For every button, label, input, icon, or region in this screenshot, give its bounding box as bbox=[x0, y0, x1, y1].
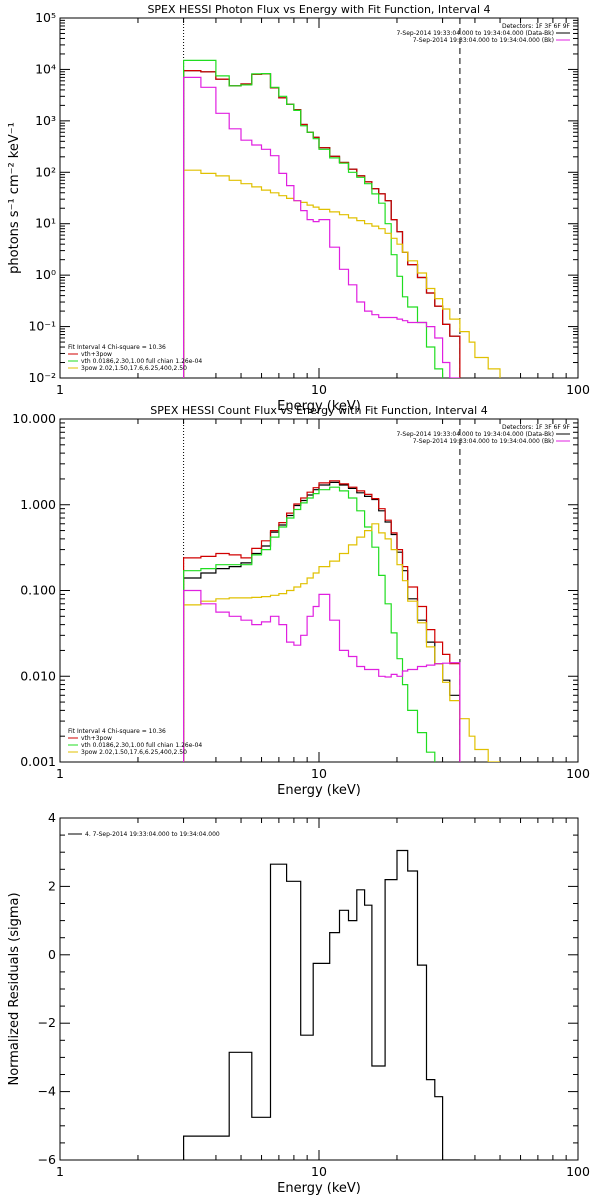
y-tick-label: 0 bbox=[48, 947, 56, 962]
y-tick-label: 10² bbox=[35, 164, 56, 179]
legend-entry: 7-Sep-2014 19:33:04.000 to 19:34:04.000 … bbox=[413, 37, 554, 44]
x-tick-label: 1 bbox=[56, 382, 64, 397]
data-series bbox=[183, 59, 501, 378]
legend-entry: vth 0.0186,2.30,1.00 full chian 1.26e-04 bbox=[81, 742, 202, 749]
series-2-histogram bbox=[183, 480, 461, 762]
x-ticks: 1 10 100 bbox=[56, 818, 590, 1179]
legend-top: Detectors: 1F 3F 6F 9F7-Sep-2014 19:33:0… bbox=[396, 23, 570, 44]
x-tick-label: 10 bbox=[311, 766, 327, 781]
y-tick-label: 1.000 bbox=[20, 497, 56, 512]
y-axis-label: Normalized Residuals (sigma) bbox=[7, 892, 22, 1085]
legend-header: Fit Interval 4 Chi-square = 10.36 bbox=[68, 728, 166, 735]
y-tick-label: 4 bbox=[48, 810, 56, 825]
series-5-histogram bbox=[183, 76, 460, 378]
series-4-histogram bbox=[183, 169, 501, 378]
legend-header: Fit Interval 4 Chi-square = 10.36 bbox=[68, 344, 166, 351]
y-tick-label: −2 bbox=[38, 1015, 56, 1030]
x-tick-label: 100 bbox=[566, 1164, 590, 1179]
y-tick-label: −6 bbox=[38, 1152, 56, 1167]
y-tick-label: 10³ bbox=[35, 113, 56, 128]
x-tick-label: 1 bbox=[56, 1164, 64, 1179]
y-tick-label: 0.100 bbox=[20, 583, 56, 598]
legend-entry: 7-Sep-2014 19:33:04.000 to 19:34:04.000 … bbox=[396, 431, 554, 438]
legend-top: Detectors: 1F 3F 6F 9F7-Sep-2014 19:33:0… bbox=[396, 424, 570, 445]
y-tick-label: 10⁻² bbox=[28, 370, 56, 385]
chart-panel-2: 1 10 100 0.001 0.010 0.100 1.000 10.000 SPEX HES… bbox=[12, 404, 590, 798]
y-tick-label: 10⁻¹ bbox=[28, 319, 56, 334]
data-series bbox=[183, 480, 500, 762]
legend-entry: 7-Sep-2014 19:33:04.000 to 19:34:04.000 … bbox=[413, 438, 554, 445]
x-axis-label: Energy (keV) bbox=[277, 399, 361, 414]
y-tick-label: −4 bbox=[38, 1084, 56, 1099]
y-ticks: −6 −4 −2 0 2 4 bbox=[38, 810, 578, 1167]
x-tick-label: 100 bbox=[566, 382, 590, 397]
chart-title: SPEX HESSI Count Flux vs Energy with Fit… bbox=[150, 404, 487, 417]
legend-bottom: Fit Interval 4 Chi-square = 10.36vth+3po… bbox=[68, 728, 202, 756]
x-axis-label: Energy (keV) bbox=[277, 783, 361, 798]
plot-frame bbox=[59, 817, 579, 1161]
legend-entry: vth+3pow bbox=[81, 351, 112, 358]
legend-header: Detectors: 1F 3F 6F 9F bbox=[502, 424, 571, 431]
series-4-histogram bbox=[183, 523, 500, 762]
chart-panel-3: 1 10 100 −6 −4 −2 0 2 4 Energy (keV) Normalized Re… bbox=[7, 810, 590, 1196]
legend-entry: vth 0.0186,2.30,1.00 full chian 1.26e-04 bbox=[81, 358, 202, 365]
series-2-histogram bbox=[183, 70, 461, 378]
y-ticks: 0.001 0.010 0.100 1.000 10.000 bbox=[12, 411, 578, 769]
series-1-histogram bbox=[183, 849, 460, 1160]
plot-frame bbox=[59, 17, 579, 379]
series-1-histogram bbox=[183, 70, 461, 378]
x-ticks: 1 10 100 bbox=[56, 18, 590, 397]
data-series bbox=[183, 849, 460, 1160]
legend-entry: 3pow 2.02,1.50,17.6,6.25,400,2.50 bbox=[81, 365, 187, 372]
x-axis-label: Energy (keV) bbox=[277, 1181, 361, 1196]
legend-entry: 4. 7-Sep-2014 19:33:04.000 to 19:34:04.0… bbox=[85, 831, 220, 838]
y-tick-label: 10¹ bbox=[35, 216, 56, 231]
x-tick-label: 10 bbox=[311, 382, 327, 397]
plot-frame bbox=[59, 418, 579, 763]
y-tick-label: 10⁰ bbox=[35, 267, 56, 282]
series-3-histogram bbox=[183, 486, 436, 762]
chart-panel-1: 1 10 100 10⁻² 10⁻¹ 10⁰ 10¹ 10² 10³ 10⁴ 10⁵ SPEX HES… bbox=[7, 3, 590, 414]
y-ticks: 10⁻² 10⁻¹ 10⁰ 10¹ 10² 10³ 10⁴ 10⁵ bbox=[28, 10, 578, 385]
series-3-histogram bbox=[183, 59, 444, 378]
legend-bottom: Fit Interval 4 Chi-square = 10.36vth+3po… bbox=[68, 344, 202, 372]
series-5-histogram bbox=[183, 589, 461, 762]
chart-title: SPEX HESSI Photon Flux vs Energy with Fi… bbox=[147, 3, 490, 16]
legend-header: Detectors: 1F 3F 6F 9F bbox=[502, 23, 571, 30]
y-axis-label: photons s⁻¹ cm⁻² keV⁻¹ bbox=[7, 122, 22, 274]
y-tick-label: 10⁵ bbox=[35, 10, 56, 25]
legend-top: 4. 7-Sep-2014 19:33:04.000 to 19:34:04.0… bbox=[68, 831, 220, 838]
y-tick-label: 0.001 bbox=[20, 754, 56, 769]
x-tick-label: 100 bbox=[566, 766, 590, 781]
y-tick-label: 10⁴ bbox=[35, 61, 56, 76]
legend-entry: 7-Sep-2014 19:33:04.000 to 19:34:04.000 … bbox=[396, 30, 554, 37]
x-tick-label: 1 bbox=[56, 766, 64, 781]
x-ticks: 1 10 100 bbox=[56, 419, 590, 781]
x-tick-label: 10 bbox=[311, 1164, 327, 1179]
legend-entry: 3pow 2.02,1.50,17.6,6.25,400,2.50 bbox=[81, 749, 187, 756]
legend-entry: vth+3pow bbox=[81, 735, 112, 742]
y-tick-label: 10.000 bbox=[12, 411, 56, 426]
y-tick-label: 0.010 bbox=[20, 668, 56, 683]
y-tick-label: 2 bbox=[48, 878, 56, 893]
